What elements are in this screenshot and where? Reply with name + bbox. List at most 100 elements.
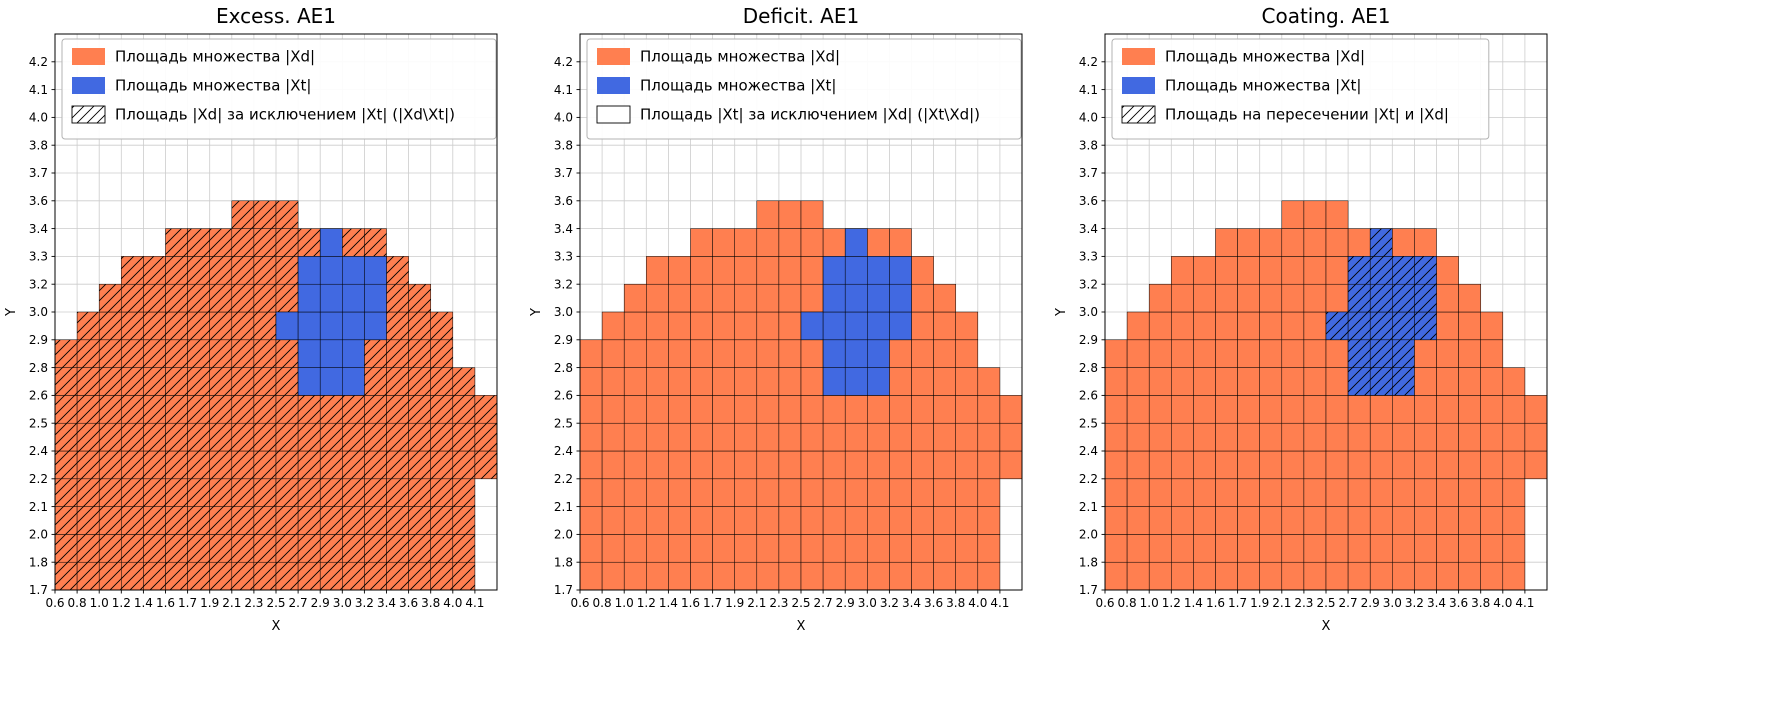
svg-text:1.0: 1.0 — [615, 596, 634, 610]
legend-swatch-blank — [597, 106, 630, 123]
svg-text:1.0: 1.0 — [1140, 596, 1159, 610]
legend-box — [586, 38, 1022, 140]
svg-text:3.0: 3.0 — [29, 305, 48, 319]
legend-swatch-xt — [1122, 77, 1155, 94]
svg-text:3.6: 3.6 — [29, 194, 48, 208]
x-tick-labels: 0.6 0.8 1.0 1.2 1.4 1.6 1.7 1.9 2.1 2.3 2.5 2.7 2.9 3… — [45, 596, 484, 610]
svg-text:1.7: 1.7 — [29, 583, 48, 597]
svg-text:2.3: 2.3 — [244, 596, 263, 610]
svg-text:1.6: 1.6 — [681, 596, 700, 610]
svg-text:2.5: 2.5 — [1316, 596, 1335, 610]
svg-text:3.3: 3.3 — [29, 250, 48, 264]
svg-text:2.1: 2.1 — [554, 500, 573, 514]
svg-text:2.8: 2.8 — [554, 361, 573, 375]
svg-text:2.6: 2.6 — [554, 389, 573, 403]
y-axis-label: Y — [4, 308, 19, 317]
legend-swatch-border — [596, 105, 631, 124]
svg-text:1.6: 1.6 — [1206, 596, 1225, 610]
svg-text:1.7: 1.7 — [703, 596, 722, 610]
svg-text:3.0: 3.0 — [333, 596, 352, 610]
legend-swatch-hatch-pattern — [1122, 106, 1155, 123]
svg-text:2.7: 2.7 — [814, 596, 833, 610]
legend-label: Площадь множества |Xt| — [640, 77, 836, 95]
legend-label: Площадь |Xt| за исключением |Xd| (|Xt\Xd… — [640, 106, 980, 124]
svg-text:2.2: 2.2 — [1079, 472, 1098, 486]
svg-text:1.9: 1.9 — [1250, 596, 1269, 610]
svg-text:2.5: 2.5 — [554, 416, 573, 430]
legend-label: Площадь множества |Xd| — [1165, 48, 1365, 66]
svg-text:2.9: 2.9 — [836, 596, 855, 610]
svg-text:1.7: 1.7 — [554, 583, 573, 597]
svg-text:1.4: 1.4 — [1184, 596, 1203, 610]
svg-text:1.2: 1.2 — [637, 596, 656, 610]
svg-text:3.4: 3.4 — [902, 596, 921, 610]
svg-text:3.4: 3.4 — [377, 596, 396, 610]
svg-text:1.8: 1.8 — [29, 555, 48, 569]
y-ticks — [576, 61, 580, 591]
svg-text:4.2: 4.2 — [1079, 55, 1098, 69]
legend-label: Площадь на пересечении |Xt| и |Xd| — [1165, 106, 1449, 124]
svg-text:3.4: 3.4 — [29, 222, 48, 236]
legend: Площадь множества |Xd| Площадь множества … — [1111, 38, 1490, 140]
svg-text:2.2: 2.2 — [554, 472, 573, 486]
svg-text:3.2: 3.2 — [29, 277, 48, 291]
hatch-overlay — [55, 200, 497, 590]
x-axis-label: X — [797, 619, 806, 634]
svg-text:2.9: 2.9 — [1361, 596, 1380, 610]
svg-text:4.1: 4.1 — [29, 83, 48, 97]
hatch-overlay — [1326, 228, 1437, 396]
svg-text:3.8: 3.8 — [554, 138, 573, 152]
svg-text:3.2: 3.2 — [1079, 277, 1098, 291]
svg-text:3.6: 3.6 — [1079, 194, 1098, 208]
svg-text:2.0: 2.0 — [1079, 528, 1098, 542]
svg-text:3.0: 3.0 — [858, 596, 877, 610]
svg-text:1.2: 1.2 — [1162, 596, 1181, 610]
svg-text:0.6: 0.6 — [1095, 596, 1114, 610]
svg-text:2.1: 2.1 — [222, 596, 241, 610]
x-tick-labels: 0.6 0.8 1.0 1.2 1.4 1.6 1.7 1.9 2.1 2.3 2.5 2.7 2.9 3… — [1095, 596, 1534, 610]
svg-text:4.1: 4.1 — [1515, 596, 1534, 610]
legend-swatch-border — [71, 105, 106, 124]
svg-text:3.0: 3.0 — [1383, 596, 1402, 610]
svg-text:0.6: 0.6 — [570, 596, 589, 610]
legend-label: Площадь множества |Xt| — [115, 77, 311, 95]
svg-text:2.4: 2.4 — [554, 444, 573, 458]
svg-text:3.7: 3.7 — [554, 166, 573, 180]
svg-text:4.1: 4.1 — [554, 83, 573, 97]
svg-text:4.1: 4.1 — [465, 596, 484, 610]
svg-text:3.6: 3.6 — [399, 596, 418, 610]
svg-text:3.7: 3.7 — [29, 166, 48, 180]
svg-text:3.4: 3.4 — [1427, 596, 1446, 610]
svg-text:2.8: 2.8 — [29, 361, 48, 375]
svg-text:4.2: 4.2 — [554, 55, 573, 69]
legend-swatch-xt — [597, 77, 630, 94]
y-axis-label: Y — [529, 308, 544, 317]
svg-text:0.8: 0.8 — [1118, 596, 1137, 610]
svg-text:4.1: 4.1 — [1079, 83, 1098, 97]
svg-text:2.9: 2.9 — [554, 333, 573, 347]
xt-region-cells — [275, 228, 387, 396]
legend-box — [61, 38, 497, 140]
svg-text:2.1: 2.1 — [1272, 596, 1291, 610]
svg-text:1.7: 1.7 — [1079, 583, 1098, 597]
plot-title: Coating. AE1 — [1262, 4, 1391, 28]
legend: Площадь множества |Xd| Площадь множества … — [61, 38, 497, 140]
svg-text:2.1: 2.1 — [747, 596, 766, 610]
svg-text:2.5: 2.5 — [1079, 416, 1098, 430]
svg-text:1.2: 1.2 — [112, 596, 131, 610]
svg-text:3.2: 3.2 — [880, 596, 899, 610]
svg-text:0.6: 0.6 — [45, 596, 64, 610]
y-tick-labels: 1.7 1.8 2.0 2.1 2.2 2.4 2.5 2.6 2.8 2.9 3.0 3.2 3.3 3… — [29, 55, 48, 597]
svg-text:3.6: 3.6 — [1449, 596, 1468, 610]
x-axis-label: X — [1322, 619, 1331, 634]
svg-text:4.0: 4.0 — [443, 596, 462, 610]
svg-text:1.7: 1.7 — [178, 596, 197, 610]
svg-text:2.0: 2.0 — [554, 528, 573, 542]
y-tick-labels: 1.7 1.8 2.0 2.1 2.2 2.4 2.5 2.6 2.8 2.9 3.0 3.2 3.3 3… — [1079, 55, 1098, 597]
legend-swatch-xt — [72, 77, 105, 94]
svg-text:3.3: 3.3 — [1079, 250, 1098, 264]
y-ticks — [1101, 61, 1105, 591]
svg-text:0.8: 0.8 — [593, 596, 612, 610]
svg-text:2.3: 2.3 — [1294, 596, 1313, 610]
